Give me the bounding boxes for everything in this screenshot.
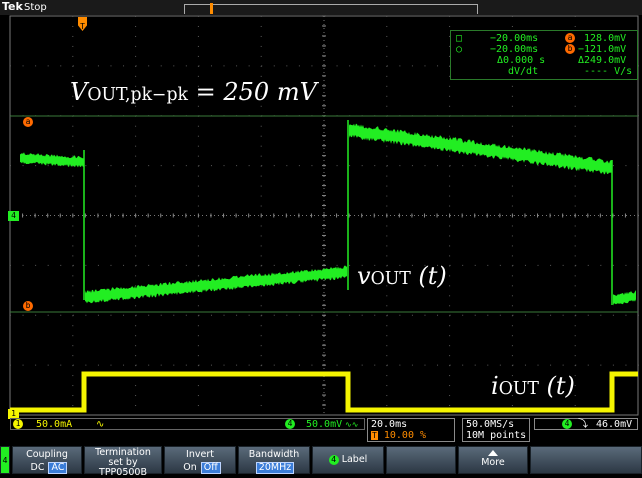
blank-softkey-1[interactable] <box>386 446 456 474</box>
ch1-scale: 50.0mA <box>36 419 72 430</box>
cursor-a-badge: a <box>565 33 575 43</box>
ch4-ground-marker[interactable]: 4 <box>8 211 19 221</box>
more-button[interactable]: More <box>458 446 528 474</box>
invert-on[interactable]: On <box>181 463 199 473</box>
label-text: Label <box>342 454 368 465</box>
trigger-source-badge: 4 <box>562 419 572 429</box>
cursor-dvdt-value: ---- V/s <box>584 66 632 77</box>
bandwidth-button[interactable]: Bandwidth 20MHz <box>238 446 310 474</box>
invert-label: Invert <box>165 450 235 460</box>
iout-annotation: iOUT (t) <box>491 372 575 403</box>
ch4-coupling: ∿∿ <box>345 419 358 430</box>
cursor-a-marker[interactable]: a <box>23 117 33 127</box>
ch4-menu-tab[interactable]: 4 <box>0 446 10 474</box>
invert-button[interactable]: Invert On Off <box>164 446 236 474</box>
coupling-ac[interactable]: AC <box>48 462 67 474</box>
cursor-dt: Δ0.000 s <box>497 55 545 66</box>
label-ch-badge: 4 <box>329 455 339 465</box>
vpp-annotation: VOUT,pk−pk = 250 mV <box>70 78 317 109</box>
up-arrow-icon <box>488 450 498 456</box>
cursor-dvdt-label: dV/dt <box>508 66 538 77</box>
coupling-label: Coupling <box>13 450 81 460</box>
invert-off[interactable]: Off <box>201 462 221 474</box>
termination-button[interactable]: Termination set by TPP0500B <box>84 446 162 474</box>
ch1-badge: 1 <box>13 419 23 429</box>
vout-annotation: vOUT (t) <box>357 262 447 293</box>
cursor-v1: 128.0mV <box>584 33 626 44</box>
cursor-icon-2: ○ <box>456 44 462 55</box>
record-length: 10M points <box>466 430 526 441</box>
ch4-scale: 50.0mV <box>306 419 342 430</box>
coupling-button[interactable]: Coupling DC AC <box>12 446 82 474</box>
cursor-icon-1: □ <box>456 33 462 44</box>
cursor-dv: Δ249.0mV <box>578 55 626 66</box>
sample-rate: 50.0MS/s <box>466 419 514 430</box>
blank-softkey-2[interactable] <box>530 446 642 474</box>
more-label: More <box>459 458 527 468</box>
bandwidth-value: 20MHz <box>256 462 294 474</box>
timebase-scale: 20.0ms <box>371 419 407 430</box>
coupling-dc[interactable]: DC <box>29 463 47 473</box>
bandwidth-label: Bandwidth <box>239 450 309 460</box>
vout-high-segment-2 <box>349 124 612 175</box>
ch1-coupling: ∿ <box>96 419 104 430</box>
termination-line3: TPP0500B <box>85 468 161 478</box>
ch4-badge: 4 <box>285 419 295 429</box>
trigger-t-icon: T <box>371 431 378 440</box>
cursor-b-marker[interactable]: b <box>23 301 33 311</box>
timebase-position: T 10.00 % <box>371 430 426 441</box>
vout-low-segment-2 <box>613 290 636 305</box>
cursor-t1: −20.00ms <box>490 33 538 44</box>
vout-high-segment-1 <box>20 152 84 167</box>
cursor-b-badge: b <box>565 44 575 54</box>
vout-low-segment <box>85 265 347 303</box>
trigger-slope-icon: ⤵ <box>578 419 588 430</box>
trigger-level: 46.0mV <box>596 419 632 430</box>
cursor-v2: −121.0mV <box>578 44 626 55</box>
label-button[interactable]: 4 Label <box>312 446 384 474</box>
cursor-t2: −20.00ms <box>490 44 538 55</box>
